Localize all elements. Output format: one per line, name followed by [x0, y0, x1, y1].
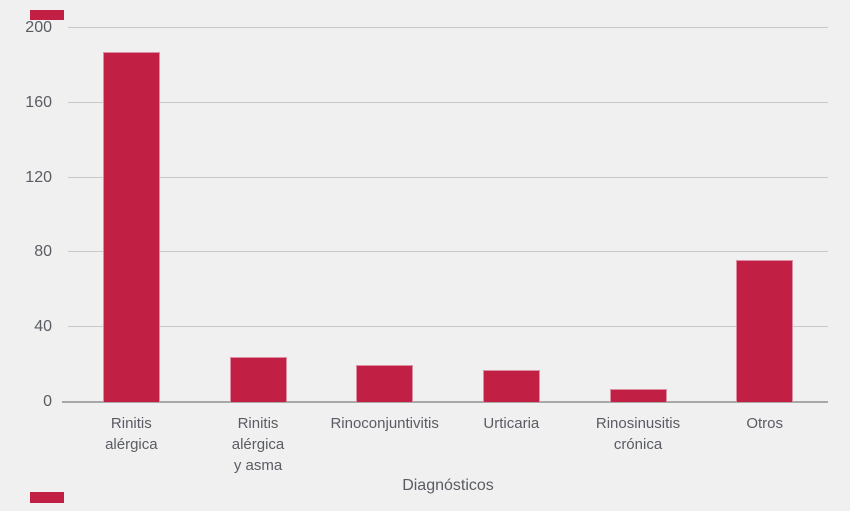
- bar-4: [609, 388, 667, 402]
- bar-2: [356, 364, 414, 402]
- y-tick-label-40: 40: [34, 318, 52, 336]
- gridline-y-40: [68, 326, 828, 328]
- category-label-2: Rinoconjuntivitis: [330, 415, 439, 432]
- category-label-5: Otros: [746, 415, 783, 432]
- bar-3: [482, 370, 540, 402]
- y-tick-label-0: 0: [43, 393, 52, 410]
- bar-5: [736, 259, 794, 402]
- bar-1: [229, 357, 287, 402]
- y-tick-label-80: 80: [34, 243, 52, 261]
- category-label-0: Rinitis alérgica: [105, 415, 158, 453]
- gridline-y-120: [68, 176, 828, 178]
- corner-accent-top-left: [30, 10, 64, 20]
- x-axis-title: Diagnósticos: [402, 477, 494, 494]
- category-label-4: Rinosinusitis crónica: [595, 415, 681, 453]
- gridline-y-200: [68, 27, 828, 28]
- bar-0: [102, 52, 160, 402]
- x-axis-line: [62, 401, 828, 403]
- category-label-1: Rinitis alérgica y asma: [231, 415, 285, 474]
- y-tick-label-200: 200: [25, 19, 52, 36]
- category-label-3: Urticaria: [483, 415, 540, 432]
- y-tick-label-160: 160: [25, 93, 52, 111]
- gridline-y-160: [68, 101, 828, 103]
- plot-area: [62, 27, 828, 403]
- y-tick-label-120: 120: [25, 168, 52, 186]
- gridline-y-80: [68, 251, 828, 253]
- corner-accent-bottom-left: [30, 492, 64, 503]
